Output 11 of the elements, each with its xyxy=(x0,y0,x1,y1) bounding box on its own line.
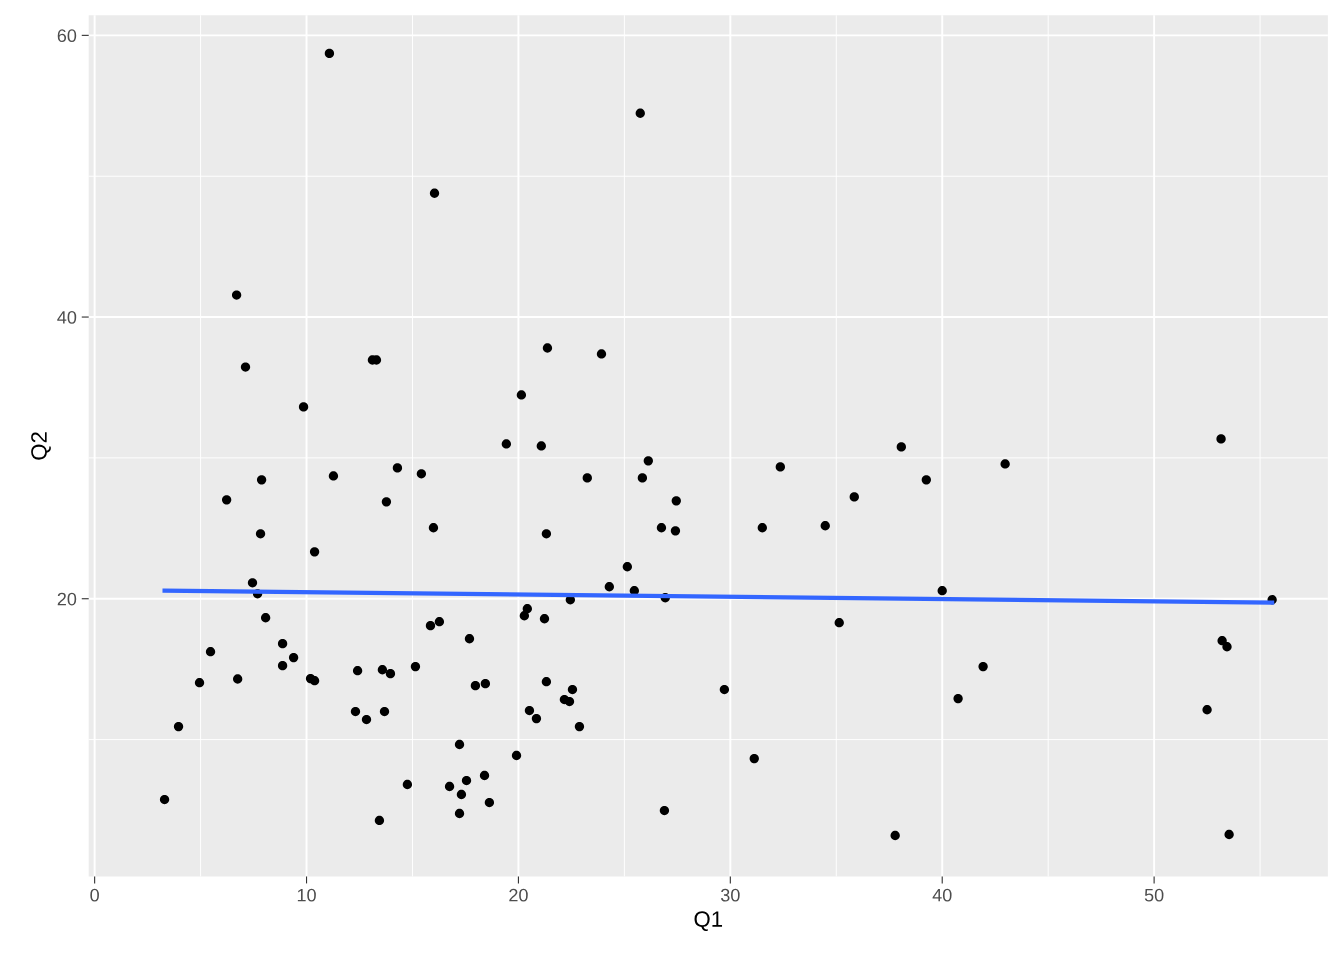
x-tick-label: 20 xyxy=(509,888,528,902)
x-tick-label: 40 xyxy=(932,888,952,902)
x-tick-label: 30 xyxy=(720,888,740,902)
x-tick-label: 0 xyxy=(90,888,99,902)
y-tick-label: 40 xyxy=(57,310,77,324)
y-axis-title: Q2 xyxy=(31,432,51,460)
y-tick-label: 60 xyxy=(57,29,77,43)
x-tick-label: 10 xyxy=(297,888,316,902)
y-tick-label: 20 xyxy=(57,592,77,606)
x-axis-title: Q1 xyxy=(694,911,723,931)
x-tick-label: 50 xyxy=(1144,888,1164,902)
